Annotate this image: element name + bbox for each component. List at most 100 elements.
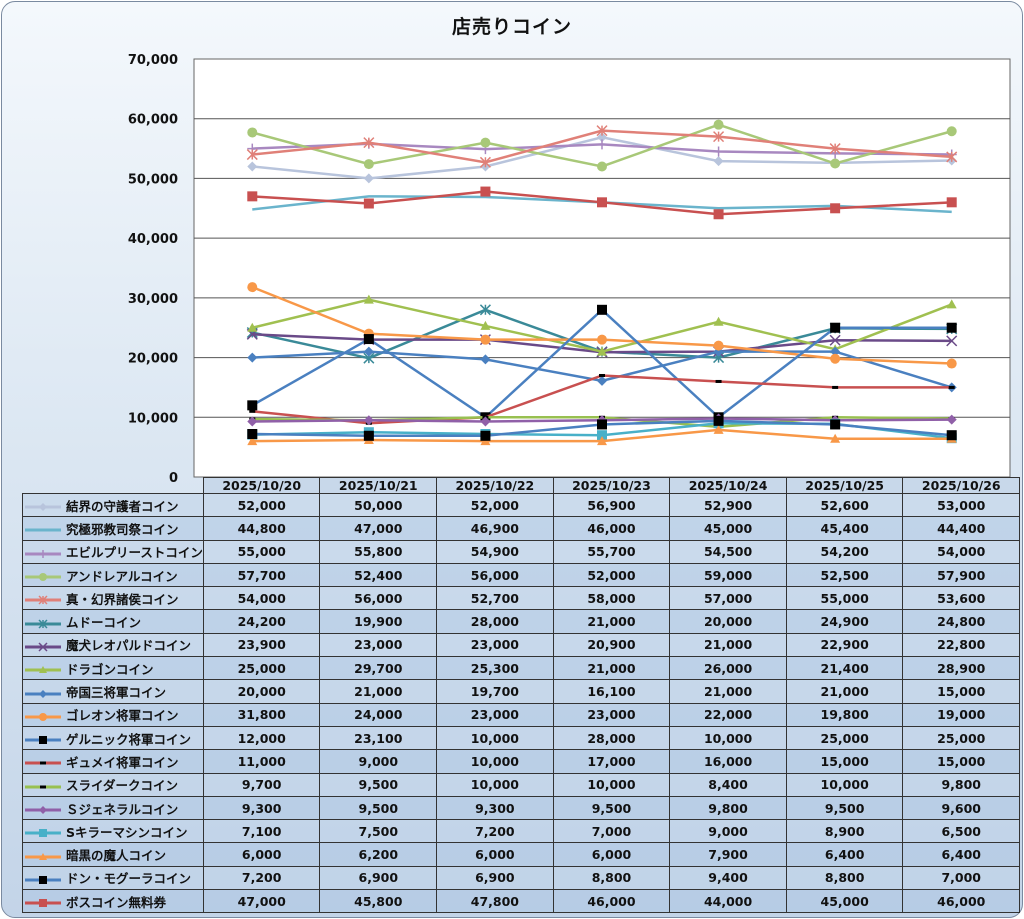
- table-row: ギュメイ将軍コイン 11,000 9,000 10,000 17,000 16,000 15…: [22, 749, 1021, 774]
- data-point: [597, 346, 607, 356]
- legend-key-icon: [25, 785, 61, 789]
- data-point: [597, 419, 607, 430]
- data-label: 17,000: [552, 749, 671, 774]
- legend-label: 究極邪教司祭コイン: [66, 521, 179, 537]
- data-point: [480, 137, 491, 148]
- data-point: [363, 415, 374, 426]
- x-tick-label: 2025/10/23: [552, 477, 671, 494]
- data-label: 50,000: [319, 492, 438, 518]
- data-label: 21,000: [552, 656, 671, 681]
- data-label: 45,000: [669, 516, 787, 541]
- data-point: [479, 156, 491, 168]
- data-label: 52,400: [319, 562, 438, 588]
- legend-label: ゴレオン将軍コイン: [66, 708, 179, 724]
- data-point: [597, 436, 607, 446]
- data-point: [597, 375, 607, 386]
- data-label: 10,000: [785, 772, 904, 797]
- legend-entry: ムドーコイン: [22, 609, 204, 634]
- legend-key-icon: [25, 642, 61, 652]
- data-label: 22,800: [902, 632, 1021, 658]
- data-label: 6,900: [319, 865, 438, 891]
- data-label: 44,400: [902, 516, 1021, 541]
- data-label: 6,400: [785, 842, 904, 867]
- data-label: 58,000: [552, 586, 671, 611]
- legend-key-icon: [25, 573, 61, 582]
- legend-entry: ギュメイ将軍コイン: [22, 749, 204, 774]
- data-label: 47,000: [202, 889, 321, 914]
- data-point: [946, 322, 957, 333]
- data-point: [830, 433, 841, 443]
- data-label: 53,600: [902, 586, 1021, 611]
- data-label: 7,500: [319, 819, 438, 844]
- legend-key-icon: [25, 736, 61, 745]
- data-label: 7,100: [202, 819, 321, 844]
- table-row: Sキラーマシンコイン 7,100 7,500 7,200 7,000 9,000 8,900…: [22, 819, 1021, 844]
- data-point: [946, 358, 957, 369]
- legend-key-icon: [25, 761, 61, 765]
- legend-key-icon: [25, 712, 61, 721]
- legend-entry: 真・幻界諸侯コイン: [22, 586, 204, 611]
- data-label: 26,000: [669, 656, 787, 681]
- y-tick-label: 0: [169, 471, 178, 486]
- data-label: 10,000: [669, 725, 787, 751]
- data-point: [247, 282, 258, 293]
- y-tick-label: 60,000: [128, 113, 178, 128]
- chart-title: 店売りコイン: [451, 16, 572, 38]
- data-point: [363, 334, 374, 345]
- data-label: 56,900: [552, 492, 671, 518]
- data-point: [249, 409, 256, 413]
- data-label: 11,000: [202, 749, 321, 774]
- data-point: [247, 322, 258, 332]
- data-label: 6,500: [902, 819, 1021, 844]
- legend-key-icon: [25, 852, 61, 860]
- data-label: 45,000: [785, 889, 904, 914]
- data-point: [247, 352, 258, 363]
- data-label: 25,300: [436, 656, 554, 681]
- data-label: 9,700: [202, 772, 321, 797]
- x-tick-label: 2025/10/26: [902, 477, 1021, 494]
- data-point: [39, 689, 47, 698]
- data-point: [39, 899, 47, 908]
- data-point: [39, 573, 47, 582]
- data-point: [247, 429, 258, 440]
- data-point: [246, 149, 258, 161]
- table-row: アンドレアルコイン 57,700 52,400 56,000 52,000 59,000 5…: [22, 562, 1021, 588]
- legend-label: ムドーコイン: [66, 615, 142, 631]
- data-point: [247, 436, 258, 446]
- data-point: [480, 186, 491, 197]
- data-label: 7,200: [436, 819, 554, 844]
- data-point: [480, 334, 491, 345]
- table-row: 暗黒の魔人コイン 6,000 6,200 6,000 6,000 7,900 6,400 6,…: [22, 842, 1021, 867]
- data-point: [829, 143, 841, 155]
- data-label: 9,800: [902, 772, 1021, 797]
- data-point: [247, 127, 258, 138]
- data-point: [480, 354, 491, 365]
- data-point: [363, 294, 374, 304]
- legend-label: ゲルニック将軍コイン: [66, 731, 192, 747]
- data-label: 46,000: [902, 889, 1021, 914]
- data-label: 23,000: [436, 702, 554, 727]
- data-label: 23,900: [202, 632, 321, 658]
- legend-label: 真・幻界諸侯コイン: [66, 591, 179, 607]
- data-label: 8,400: [669, 772, 787, 797]
- data-point: [713, 131, 725, 143]
- data-label: 8,800: [785, 865, 904, 891]
- legend-entry: Sキラーマシンコイン: [22, 819, 204, 844]
- data-label: 6,000: [552, 842, 671, 867]
- data-label: 10,000: [436, 725, 554, 751]
- y-tick-label: 10,000: [128, 411, 178, 426]
- data-label: 44,800: [202, 516, 321, 541]
- data-label: 9,500: [552, 795, 671, 821]
- data-point: [830, 419, 841, 430]
- data-point: [39, 875, 47, 884]
- legend-label: 暗黒の魔人コイン: [66, 848, 167, 864]
- data-label: 46,900: [436, 516, 554, 541]
- data-label: 24,000: [319, 702, 438, 727]
- data-point: [596, 125, 608, 137]
- legend-key-icon: [25, 829, 61, 838]
- data-label: 10,000: [552, 772, 671, 797]
- data-label: 57,700: [202, 562, 321, 588]
- legend-label: Ｓジェネラルコイン: [66, 801, 179, 817]
- data-point: [713, 340, 724, 351]
- data-label: 9,300: [202, 795, 321, 821]
